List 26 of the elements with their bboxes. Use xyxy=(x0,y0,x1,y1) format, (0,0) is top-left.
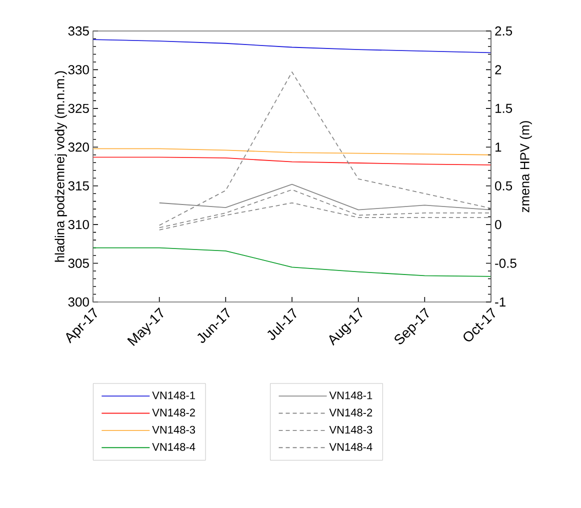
y2-tick-label: 1 xyxy=(496,142,502,152)
y2-axis-title: zmena HPV (m) xyxy=(520,121,532,212)
legend-label: VN148-3 xyxy=(329,426,372,434)
y-tick-label: 330 xyxy=(68,65,89,74)
legend-label: VN148-1 xyxy=(329,392,372,400)
y2-tick-label: -0.5 xyxy=(495,258,516,268)
y-tick-label: 300 xyxy=(68,297,89,307)
y2-tick-label: 0 xyxy=(495,220,502,230)
legend-label: VN148-3 xyxy=(152,426,196,434)
legend-label: VN148-4 xyxy=(152,443,196,451)
legend-label: VN148-1 xyxy=(152,392,195,400)
y-tick-label: 310 xyxy=(68,220,89,230)
y-tick-label: 335 xyxy=(68,26,89,36)
y-tick-label: 325 xyxy=(68,104,89,114)
y2-tick-label: 2.5 xyxy=(495,26,512,36)
y2-tick-label: 2 xyxy=(495,65,502,74)
legend-label: VN148-2 xyxy=(152,408,195,416)
legend-label: VN148-2 xyxy=(329,408,372,416)
y2-tick-label: -1 xyxy=(495,298,506,306)
y-tick-label: 320 xyxy=(68,142,89,152)
y-tick-label: 315 xyxy=(68,181,89,190)
y2-tick-label: 0.5 xyxy=(495,181,512,190)
y2-tick-label: 1.5 xyxy=(496,104,512,113)
y-axis-title: hladina podzemnej vody (m.n.m.) xyxy=(54,71,67,262)
y-tick-label: 305 xyxy=(68,258,89,268)
legend-label: VN148-4 xyxy=(329,443,372,451)
